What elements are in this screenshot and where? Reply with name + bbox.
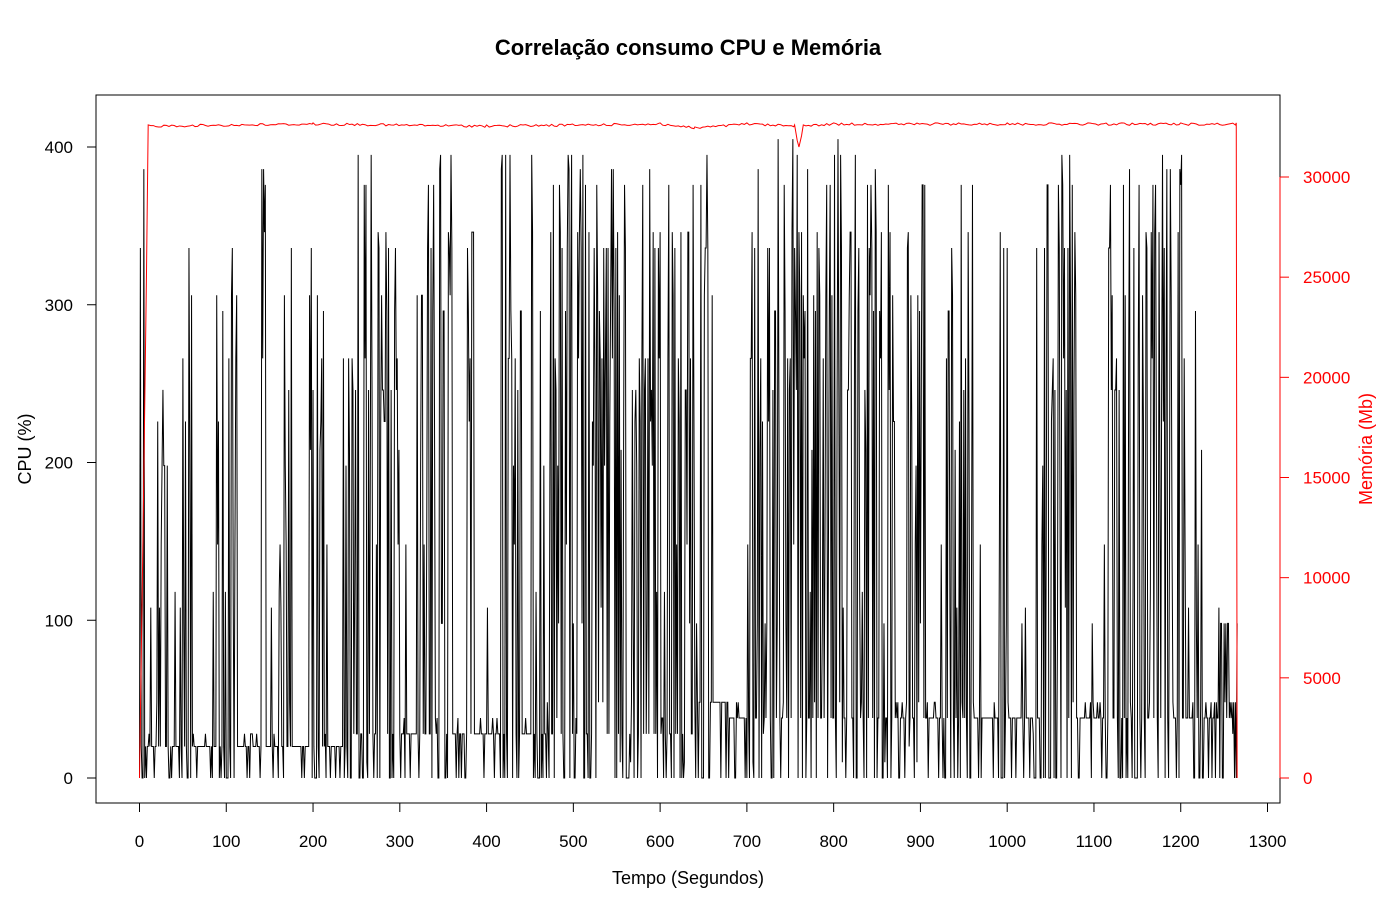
y-tick-label-right: 25000 <box>1303 268 1350 287</box>
x-axis: 0 100 200 300 400 500 600 700 800 900 1000 1100 1200… <box>135 802 1287 851</box>
x-tick-label: 500 <box>559 832 587 851</box>
y-tick-label-left: 0 <box>64 769 73 788</box>
x-tick-label: 900 <box>906 832 934 851</box>
chart-title: Correlação consumo CPU e Memória <box>495 35 882 60</box>
y-tick-label-right: 10000 <box>1303 569 1350 588</box>
x-tick-label: 0 <box>135 832 144 851</box>
x-tick-label: 700 <box>733 832 761 851</box>
y-tick-label-right: 20000 <box>1303 368 1350 387</box>
x-tick-label: 800 <box>819 832 847 851</box>
plot-frame <box>95 94 1281 804</box>
x-tick-label: 1100 <box>1076 832 1113 851</box>
x-tick-label: 1200 <box>1162 832 1200 851</box>
cpu-series <box>139 139 1238 779</box>
y-tick-label-right: 0 <box>1303 769 1312 788</box>
y-tick-label-left: 400 <box>45 138 73 157</box>
memory-series <box>139 122 1238 779</box>
x-tick-label: 1000 <box>988 832 1026 851</box>
y-axis-left: 0 100 200 300 400 <box>45 138 97 788</box>
x-tick-label: 400 <box>472 832 500 851</box>
x-tick-label: 600 <box>646 832 674 851</box>
y-axis-label-left: CPU (%) <box>15 414 35 485</box>
memory-line <box>139 122 1238 779</box>
cpu-line <box>139 139 1238 779</box>
y-axis-label-right: Memória (Mb) <box>1356 393 1376 505</box>
y-tick-label-right: 15000 <box>1303 469 1350 488</box>
x-tick-label: 200 <box>299 832 327 851</box>
x-axis-label: Tempo (Segundos) <box>612 868 764 888</box>
y-tick-label-right: 30000 <box>1303 168 1350 187</box>
y-tick-label-left: 200 <box>45 454 73 473</box>
y-tick-label-right: 5000 <box>1303 669 1341 688</box>
x-tick-label: 300 <box>386 832 414 851</box>
x-tick-label: 1300 <box>1249 832 1287 851</box>
y-tick-label-left: 300 <box>45 296 73 315</box>
x-tick-label: 100 <box>212 832 240 851</box>
y-tick-label-left: 100 <box>45 611 73 630</box>
y-axis-right: 0 5000 10000 15000 20000 25000 30000 <box>1279 168 1350 788</box>
